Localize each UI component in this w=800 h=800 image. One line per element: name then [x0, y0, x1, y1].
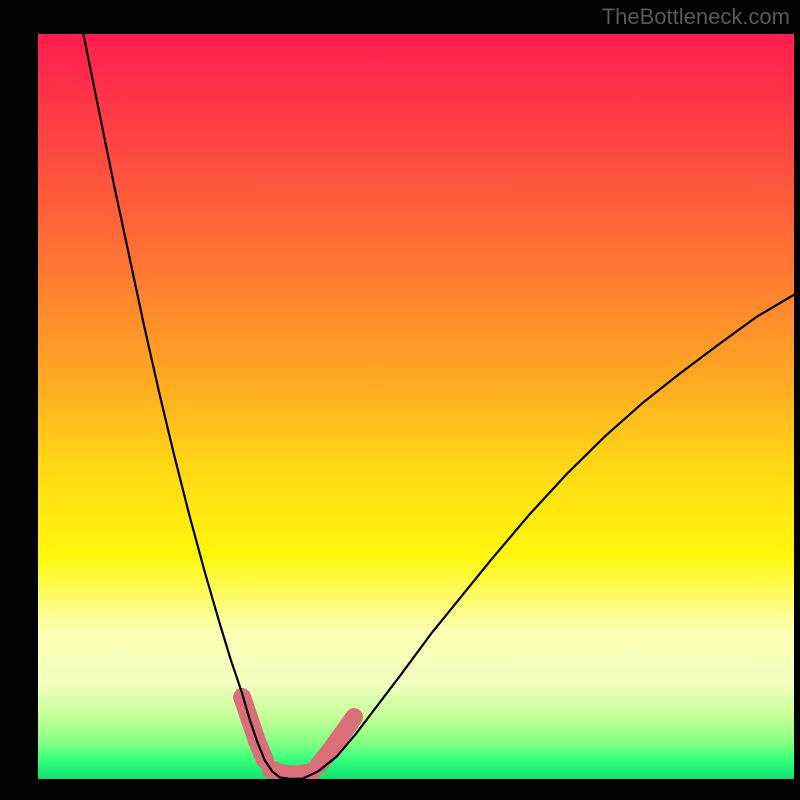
watermark-text: TheBottleneck.com [602, 4, 790, 30]
bottleneck-chart [38, 34, 794, 779]
chart-curve [38, 34, 794, 779]
